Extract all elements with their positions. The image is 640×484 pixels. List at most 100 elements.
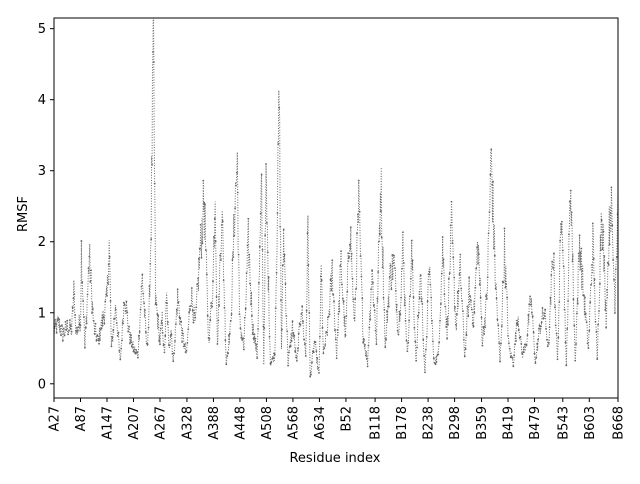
rmsf-point	[171, 352, 174, 355]
rmsf-point	[258, 245, 261, 248]
rmsf-point	[453, 276, 456, 279]
rmsf-point	[356, 213, 359, 216]
rmsf-point	[602, 230, 605, 233]
rmsf-point	[390, 288, 393, 291]
rmsf-point	[507, 334, 509, 337]
rmsf-point	[237, 253, 240, 256]
rmsf-point	[303, 343, 306, 346]
rmsf-point	[284, 283, 287, 285]
rmsf-point	[564, 341, 567, 344]
rmsf-point	[323, 347, 326, 350]
rmsf-point	[100, 327, 103, 329]
rmsf-point	[511, 357, 514, 359]
rmsf-point	[173, 352, 176, 355]
rmsf-point	[137, 356, 139, 359]
rmsf-point	[450, 200, 453, 203]
x-tick-label: B52	[339, 406, 354, 431]
rmsf-point	[201, 242, 204, 245]
rmsf-point	[261, 248, 264, 251]
rmsf-point	[275, 271, 278, 274]
rmsf-point	[615, 256, 618, 258]
rmsf-point	[386, 310, 388, 312]
rmsf-point	[378, 240, 380, 243]
rmsf-point	[366, 365, 369, 368]
rmsf-point	[120, 347, 123, 350]
rmsf-point	[140, 285, 143, 288]
rmsf-point	[350, 252, 353, 255]
rmsf-point	[408, 319, 410, 322]
rmsf-point	[539, 325, 542, 327]
rmsf-point	[420, 300, 423, 303]
rmsf-point	[71, 306, 74, 309]
rmsf-point	[431, 319, 433, 322]
rmsf-point	[88, 255, 91, 258]
rmsf-point	[351, 277, 354, 280]
rmsf-point	[442, 258, 445, 261]
rmsf-point	[437, 353, 440, 356]
rmsf-point	[60, 334, 62, 337]
rmsf-point	[393, 254, 395, 257]
rmsf-point	[444, 305, 447, 308]
rmsf-point	[81, 281, 84, 283]
rmsf-point	[312, 351, 315, 354]
rmsf-point	[472, 325, 475, 328]
x-tick-label: A267	[154, 406, 169, 440]
rmsf-point	[152, 61, 155, 63]
rmsf-point	[526, 334, 529, 337]
x-tick-label: B298	[448, 406, 463, 440]
rmsf-point	[270, 361, 273, 364]
rmsf-point	[289, 345, 292, 348]
rmsf-point	[265, 163, 267, 165]
rmsf-point	[75, 329, 77, 332]
rmsf-point	[220, 259, 222, 261]
rmsf-point	[204, 203, 206, 206]
rmsf-point	[459, 253, 462, 256]
rmsf-point	[521, 352, 524, 355]
rmsf-point	[277, 143, 280, 145]
rmsf-point	[106, 294, 108, 297]
rmsf-point	[413, 326, 416, 329]
rmsf-point	[477, 262, 479, 265]
rmsf-point	[240, 336, 243, 339]
rmsf-point	[250, 303, 252, 306]
rmsf-point	[455, 313, 458, 315]
rmsf-point	[130, 345, 133, 348]
rmsf-point	[153, 182, 156, 185]
rmsf-point	[593, 278, 596, 281]
rmsf-point	[513, 354, 516, 357]
rmsf-point	[462, 310, 464, 313]
rmsf-point	[294, 350, 297, 353]
rmsf-point	[65, 329, 68, 331]
rmsf-point	[349, 243, 351, 246]
rmsf-point	[394, 289, 397, 292]
rmsf-point	[362, 341, 365, 344]
rmsf-point	[381, 266, 384, 269]
rmsf-point	[129, 341, 132, 343]
rmsf-point	[176, 288, 179, 291]
rmsf-point	[80, 240, 83, 242]
rmsf-point	[109, 300, 112, 302]
rmsf-point	[358, 210, 361, 213]
rmsf-point	[98, 342, 100, 345]
rmsf-point	[283, 253, 286, 256]
rmsf-point	[379, 233, 381, 236]
rmsf-point	[333, 300, 335, 303]
rmsf-point	[432, 357, 435, 360]
rmsf-point	[553, 252, 555, 255]
rmsf-point	[217, 319, 220, 322]
rmsf-point	[67, 333, 70, 336]
rmsf-point	[357, 179, 360, 182]
rmsf-point	[64, 321, 67, 323]
rmsf-point	[230, 313, 233, 315]
rmsf-point	[402, 262, 405, 264]
rmsf-point	[541, 306, 544, 309]
rmsf-point	[538, 327, 540, 330]
rmsf-point	[215, 295, 218, 298]
rmsf-point	[422, 338, 425, 341]
rmsf-point	[214, 240, 217, 243]
rmsf-point	[517, 329, 520, 332]
rmsf-point	[249, 282, 252, 285]
rmsf-point	[262, 325, 265, 328]
axes-layer: 0 1 2 3 4 5 A27 A87 A147 A207 A267 A328 A388 A448 A508…	[38, 17, 627, 440]
rmsf-point	[197, 257, 200, 260]
